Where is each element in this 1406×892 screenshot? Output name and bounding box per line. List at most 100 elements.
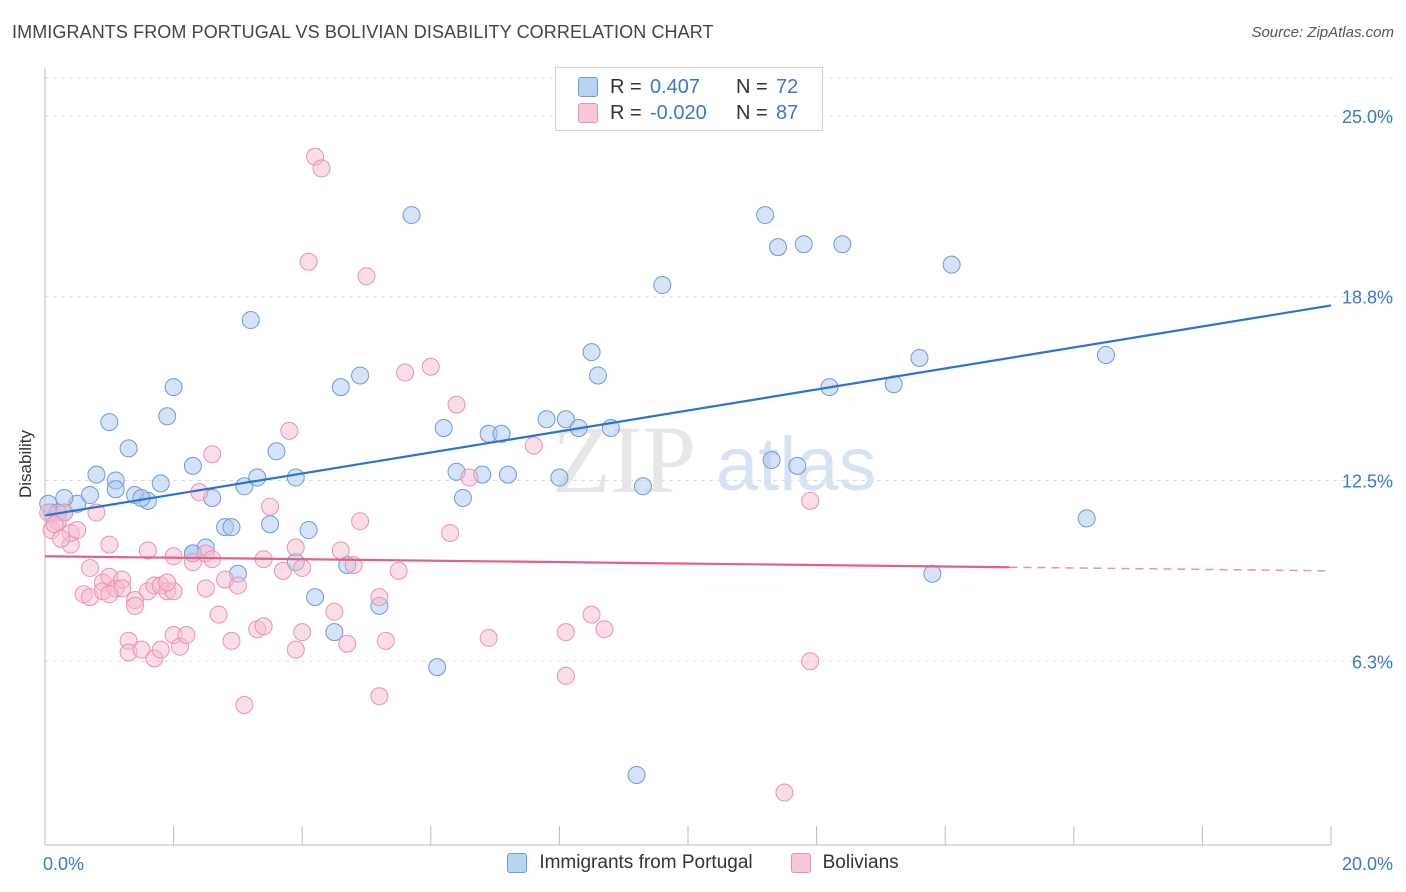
x-tick-label: 20.0% (1342, 854, 1393, 874)
bolivian-point (158, 573, 177, 592)
bolivian-point (280, 421, 299, 440)
legend-swatch-bolivians (790, 853, 811, 873)
legend-r-value: 0.407 (650, 75, 701, 98)
bolivian-point (351, 512, 370, 531)
bolivian-point (421, 357, 440, 376)
y-tick-label: 12.5% (1342, 471, 1393, 491)
bolivian-point (389, 561, 408, 580)
portugal-point (923, 564, 942, 583)
bolivian-point (357, 267, 376, 286)
y-tick-label: 6.3% (1352, 652, 1393, 672)
bolivian-point (595, 620, 614, 639)
bolivian-point (254, 617, 273, 636)
portugal-point (331, 378, 350, 397)
bolivian-point (524, 436, 543, 455)
portugal-point (81, 486, 100, 505)
bolivian-point (132, 640, 151, 659)
bolivian-point (447, 395, 466, 414)
portugal-point (582, 343, 601, 362)
bolivian-point (441, 523, 460, 542)
bolivian-point (801, 652, 820, 671)
y-tick-label: 18.8% (1342, 288, 1393, 308)
bolivian-point (293, 623, 312, 642)
bolivian-point (235, 696, 254, 715)
bolivian-point (338, 634, 357, 653)
portugal-point (158, 407, 177, 426)
portugal-point (286, 468, 305, 487)
portugal-point (788, 456, 807, 475)
bolivian-point (299, 252, 318, 271)
portugal-point (241, 311, 260, 330)
trend-line-dashed-1 (1009, 566, 1332, 572)
portugal-point (299, 521, 318, 540)
portugal-point (325, 623, 344, 642)
bolivian-point (325, 602, 344, 621)
bolivian-point (556, 666, 575, 685)
portugal-point (100, 413, 119, 432)
bolivian-point (177, 626, 196, 645)
portugal-point (306, 588, 325, 607)
portugal-point (550, 468, 569, 487)
bolivian-point (196, 579, 215, 598)
bolivian-point (479, 628, 498, 647)
portugal-point (910, 348, 929, 367)
legend-r-label: R = (610, 101, 642, 124)
portugal-point (248, 468, 267, 487)
bolivian-point (376, 631, 395, 650)
bolivian-point (100, 585, 119, 604)
bolivian-point (209, 605, 228, 624)
portugal-point (942, 255, 961, 274)
portugal-point (428, 658, 447, 677)
portugal-point (537, 410, 556, 429)
chart-source: Source: ZipAtlas.com (1251, 24, 1394, 41)
portugal-point (633, 477, 652, 496)
portugal-point (164, 378, 183, 397)
portugal-point (498, 465, 517, 484)
portugal-point (794, 235, 813, 254)
portugal-point (756, 206, 775, 225)
legend-item-portugal[interactable]: Immigrants from Portugal (507, 852, 753, 874)
portugal-point (1077, 509, 1096, 528)
bolivian-point (775, 783, 794, 802)
bolivian-point (273, 561, 292, 580)
portugal-point (87, 465, 106, 484)
portugal-point (106, 480, 125, 499)
portugal-point (884, 375, 903, 394)
bolivian-point (460, 468, 479, 487)
portugal-point (769, 238, 788, 257)
portugal-point (556, 410, 575, 429)
legend-swatch-bolivians (578, 103, 598, 123)
bolivian-point (151, 640, 170, 659)
portugal-point (453, 488, 472, 507)
bolivian-point (164, 547, 183, 566)
portugal-point (151, 474, 170, 493)
trend-line-0 (44, 304, 1332, 517)
bolivian-point (801, 491, 820, 510)
legend-label-bolivians: Bolivians (822, 852, 899, 873)
legend-n-label: N = (736, 101, 768, 124)
bolivian-point (261, 497, 280, 516)
legend-swatch-portugal (507, 853, 528, 873)
bolivian-point (312, 159, 331, 178)
legend-n-label: N = (736, 75, 768, 98)
legend-n-value: 72 (776, 75, 799, 98)
bolivian-point (52, 529, 71, 548)
portugal-point (402, 206, 421, 225)
legend-swatch-portugal (578, 77, 598, 97)
legend-r-label: R = (610, 75, 642, 98)
legend-item-bolivians[interactable]: Bolivians (790, 852, 899, 874)
portugal-point (351, 366, 370, 385)
bolivian-point (286, 538, 305, 557)
portugal-point (183, 456, 202, 475)
portugal-point (627, 766, 646, 785)
portugal-point (261, 515, 280, 534)
trend-line-1 (44, 555, 1010, 569)
bolivian-point (293, 558, 312, 577)
chart-title: IMMIGRANTS FROM PORTUGAL VS BOLIVIAN DIS… (12, 22, 714, 42)
legend-label-portugal: Immigrants from Portugal (539, 852, 753, 873)
portugal-point (434, 418, 453, 437)
legend-n-value: 87 (776, 101, 799, 124)
legend-row-bolivians: R = -0.020 N = 87 (578, 101, 798, 125)
bolivian-point (126, 596, 145, 615)
bolivian-point (396, 363, 415, 382)
